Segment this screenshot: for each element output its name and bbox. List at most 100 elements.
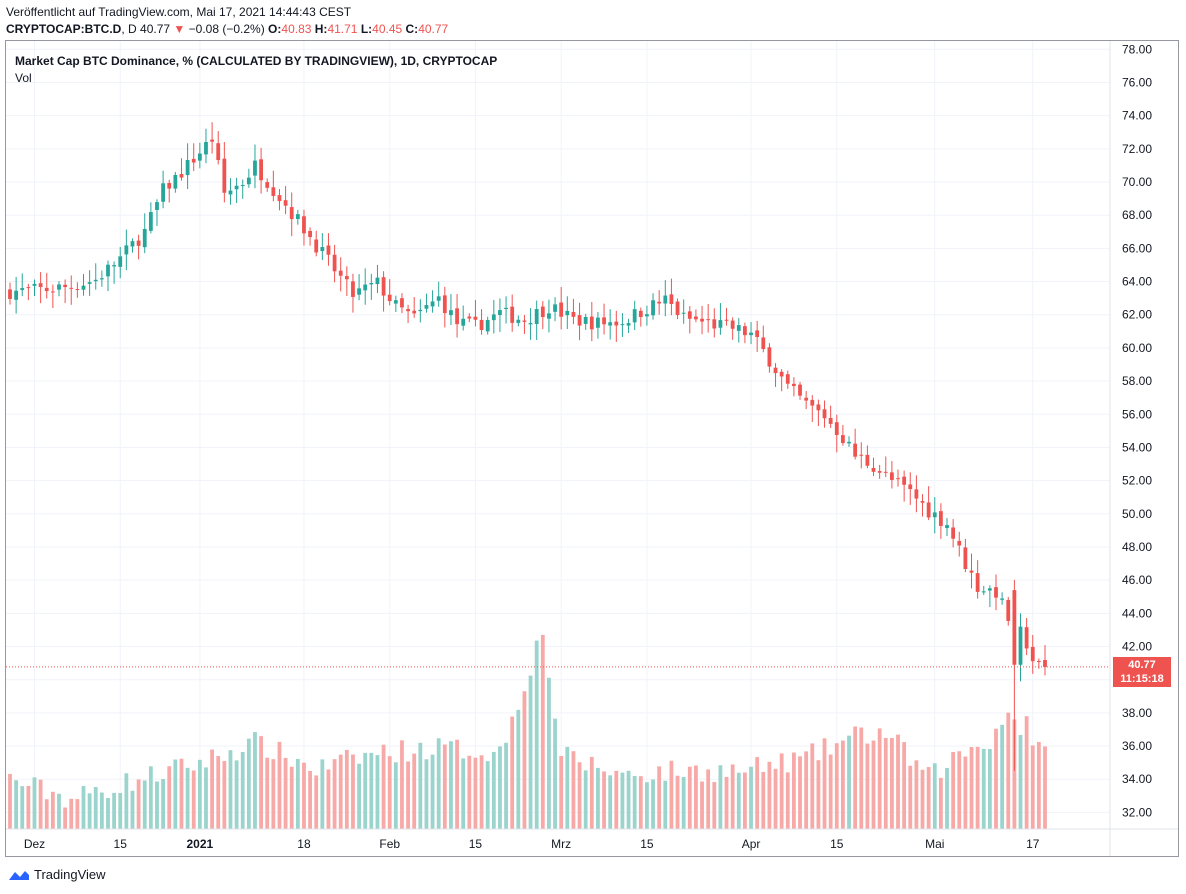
time-tick-label: 15 xyxy=(830,837,844,851)
candle-body xyxy=(804,397,809,401)
price-tick-label: 74.00 xyxy=(1122,109,1152,123)
volume-bar xyxy=(161,779,166,829)
candle-body xyxy=(871,467,876,472)
candle-body xyxy=(234,185,239,190)
candle-body xyxy=(161,183,166,202)
time-tick-label: 2021 xyxy=(187,837,214,851)
candle-body xyxy=(712,319,717,329)
price-tick-label: 56.00 xyxy=(1122,407,1152,421)
volume-bar xyxy=(638,776,643,829)
volume-bar xyxy=(761,771,766,829)
candle-body xyxy=(63,284,68,288)
volume-bar xyxy=(883,737,888,829)
volume-bar xyxy=(314,775,319,829)
candle-body xyxy=(736,325,741,331)
candle-body xyxy=(338,270,343,276)
chart-frame[interactable] xyxy=(5,40,1179,857)
volume-bar xyxy=(369,752,374,829)
candle-body xyxy=(20,288,25,291)
candle-body xyxy=(694,316,698,320)
candle-body xyxy=(130,241,135,247)
candle-body xyxy=(938,511,943,526)
volume-bar xyxy=(332,759,337,829)
volume-bar xyxy=(351,754,355,829)
candle-body xyxy=(449,310,453,316)
candle-body xyxy=(50,291,55,293)
symbol: CRYPTOCAP:BTC.D xyxy=(6,22,122,36)
candle-body xyxy=(834,422,839,436)
candle-body xyxy=(124,245,129,255)
candle-body xyxy=(1006,599,1011,621)
volume-bar xyxy=(571,751,576,829)
volume-bar xyxy=(877,728,882,829)
volume-bar xyxy=(675,775,680,829)
volume-bar xyxy=(553,718,557,829)
candle-body xyxy=(749,332,753,336)
volume-bar xyxy=(847,735,851,829)
volume-bar xyxy=(657,766,662,829)
volume-bar xyxy=(8,773,12,829)
volume-bar xyxy=(724,776,729,829)
candle-body xyxy=(767,347,772,367)
candle-body xyxy=(8,289,12,299)
candle-body xyxy=(687,311,692,319)
volume-bar xyxy=(981,748,986,829)
candle-body xyxy=(883,471,888,473)
volume-bar xyxy=(859,727,864,829)
volume-bar xyxy=(938,777,943,829)
volume-bar xyxy=(44,799,49,829)
volume-bar xyxy=(326,769,331,829)
volume-bar xyxy=(130,790,135,829)
volume-bar xyxy=(804,751,809,829)
time-tick-label: Mai xyxy=(925,837,944,851)
candle-body xyxy=(865,454,870,466)
volume-bar xyxy=(63,807,68,829)
tradingview-logo-icon xyxy=(9,870,29,880)
candle-body xyxy=(93,279,98,282)
candle-body xyxy=(302,216,306,234)
footer[interactable]: TradingView xyxy=(8,867,106,882)
candle-body xyxy=(259,159,263,181)
volume-bar xyxy=(700,781,704,829)
candle-body xyxy=(106,264,110,277)
candle-body xyxy=(645,314,649,317)
volume-bar xyxy=(1012,719,1017,829)
volume-bar xyxy=(632,775,637,829)
volume-bar xyxy=(540,634,545,829)
candle-body xyxy=(669,294,674,305)
candle-body xyxy=(1043,659,1047,667)
candle-body xyxy=(424,305,429,309)
volume-bar xyxy=(455,739,459,829)
price-tick-label: 72.00 xyxy=(1122,142,1152,156)
volume-bar xyxy=(945,767,949,829)
candle-body xyxy=(332,254,337,272)
candle-body xyxy=(167,182,172,189)
candle-body xyxy=(142,228,147,248)
volume-bar xyxy=(93,787,98,829)
candle-body xyxy=(914,489,919,499)
volume-bar xyxy=(510,716,515,829)
candle-body xyxy=(308,230,312,238)
countdown-label: 11:15:18 xyxy=(1120,673,1164,685)
candle-body xyxy=(528,323,533,325)
volume-bar xyxy=(577,762,582,829)
volume-bar xyxy=(779,753,784,829)
price-axis: 78.00 76.00 74.00 72.00 70.00 68.00 66.00 64.00… xyxy=(1122,42,1152,819)
candle-body xyxy=(57,284,61,290)
volume-bar xyxy=(240,752,245,829)
volume-bar xyxy=(479,755,484,829)
time-tick-label: 15 xyxy=(640,837,654,851)
candle-body xyxy=(565,310,570,316)
volume-bar xyxy=(289,766,294,829)
candle-body xyxy=(608,322,613,326)
volume-bar xyxy=(253,732,257,829)
candle-body xyxy=(136,240,141,246)
volume-bar xyxy=(406,761,410,829)
volume-bar xyxy=(99,792,104,829)
volume-bar xyxy=(620,772,625,829)
volume-bar xyxy=(473,757,478,829)
candle-body xyxy=(651,300,655,316)
candle-body xyxy=(632,309,637,323)
candle-body xyxy=(216,143,221,161)
